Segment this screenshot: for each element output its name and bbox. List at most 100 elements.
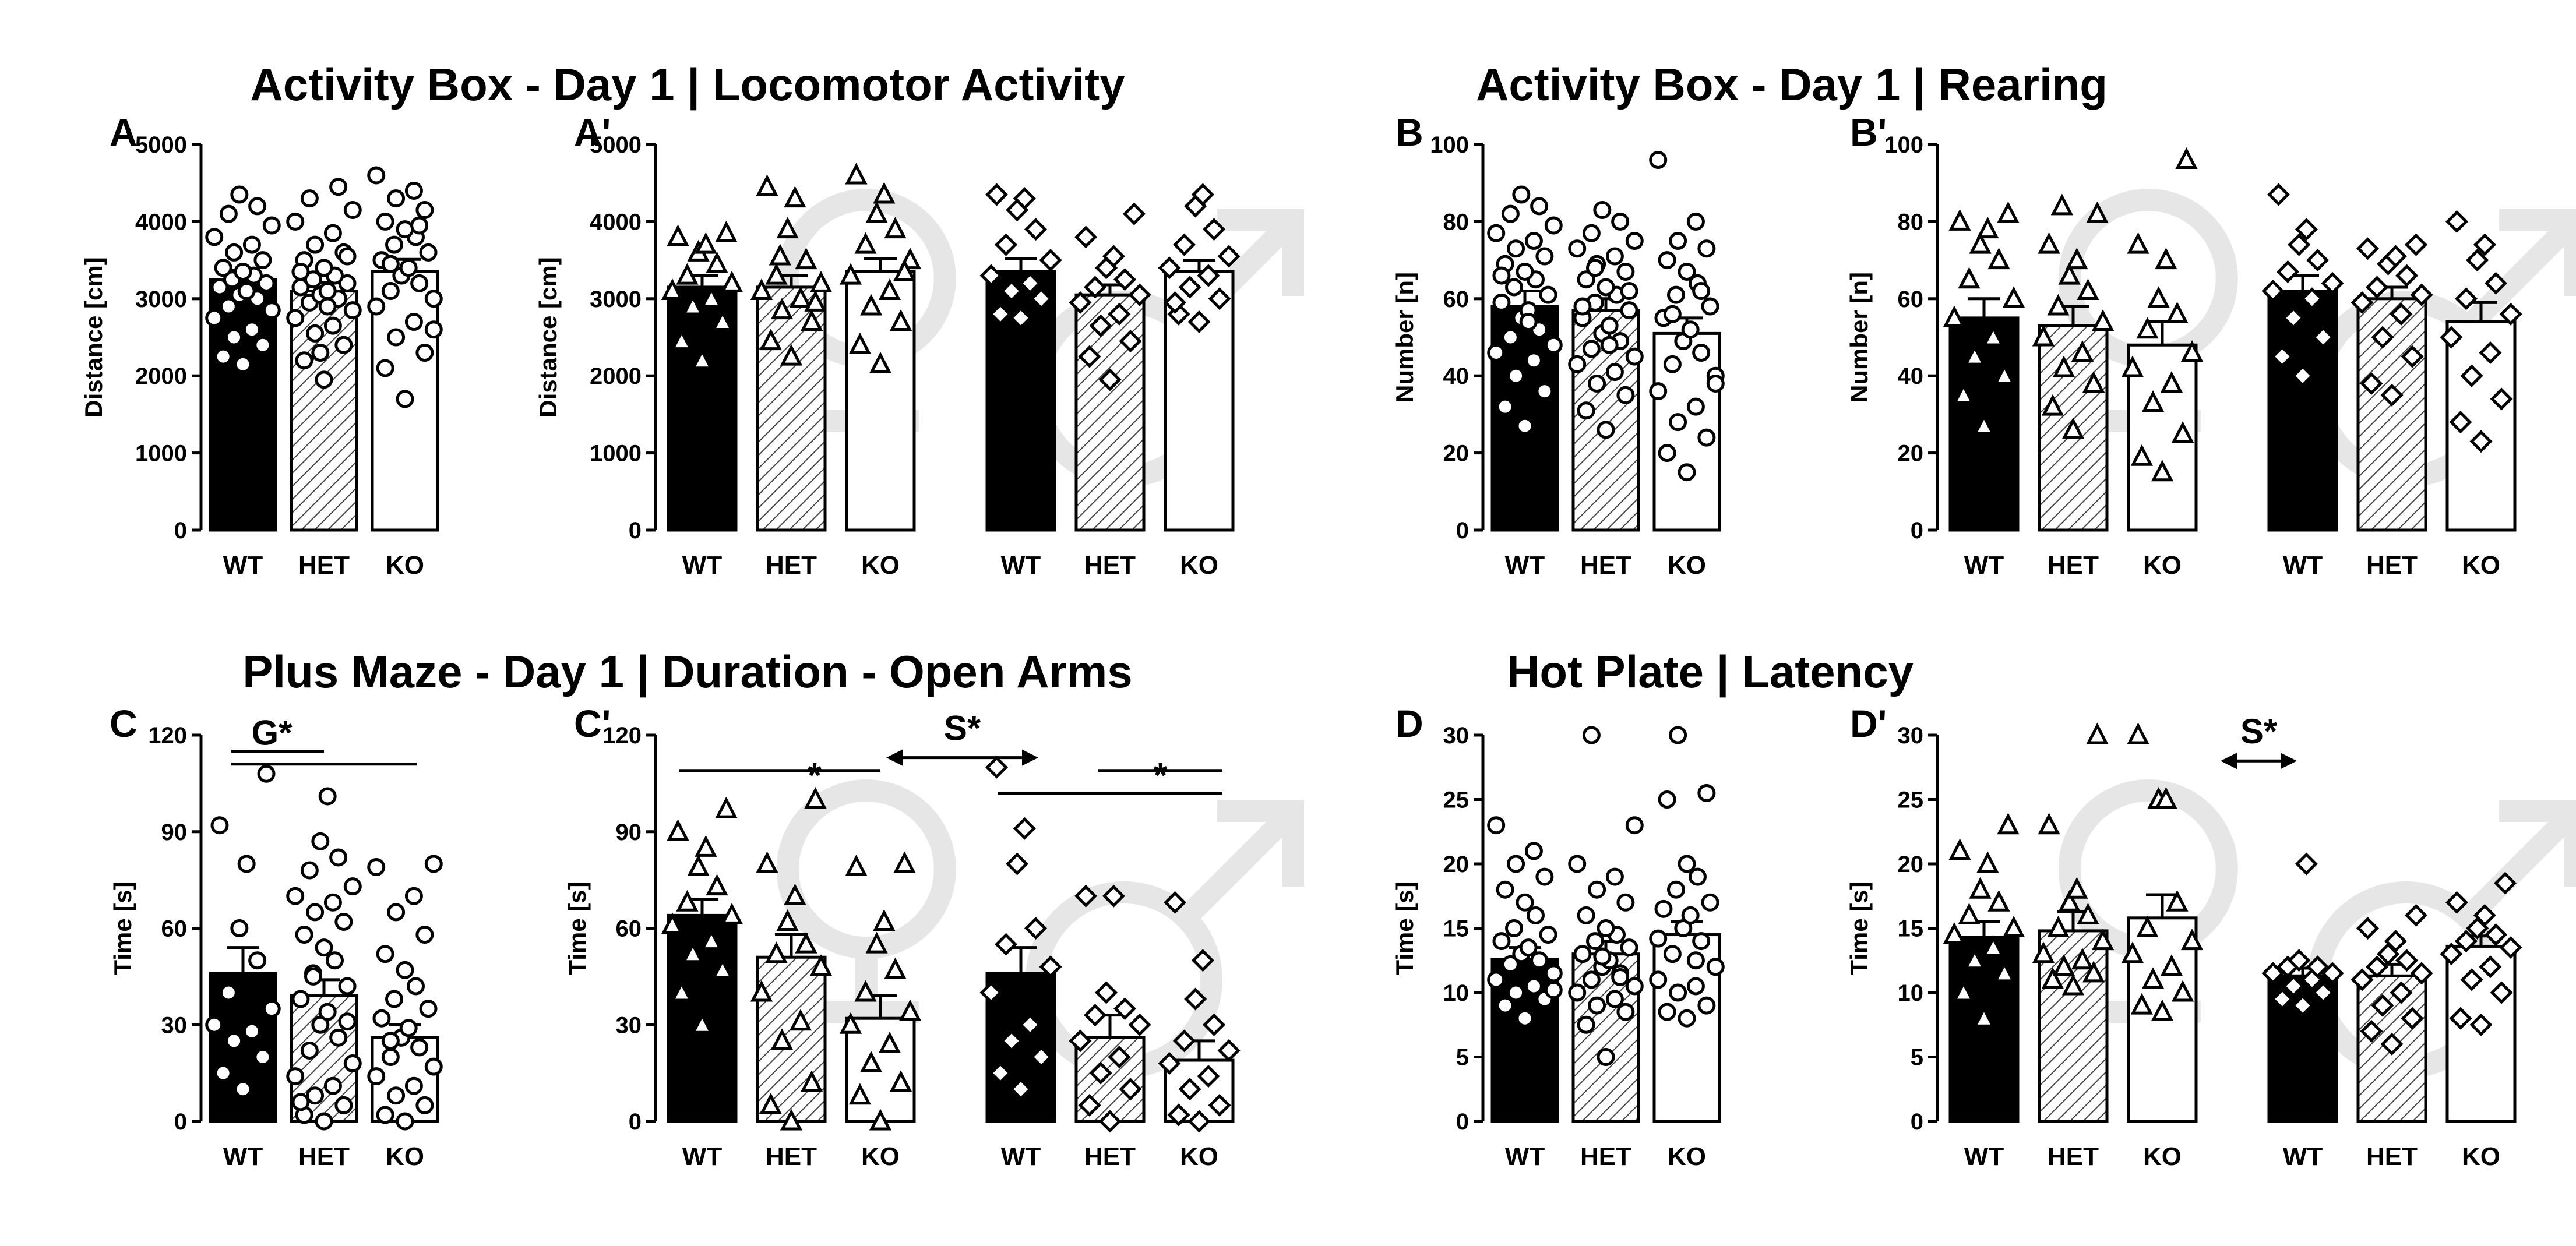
y-tick-label: 20 xyxy=(1898,852,1924,877)
data-point xyxy=(230,919,249,937)
data-point xyxy=(845,855,868,877)
data-point xyxy=(1487,970,1506,989)
data-point xyxy=(1083,276,1107,299)
data-point xyxy=(1535,247,1554,266)
data-point xyxy=(2166,890,2189,912)
y-tick-label: 30 xyxy=(1443,723,1470,749)
significance-label: * xyxy=(808,756,822,795)
data-point xyxy=(869,1109,892,1131)
data-point xyxy=(687,855,710,877)
data-point xyxy=(2384,930,2407,953)
data-point xyxy=(1976,217,1999,239)
data-point xyxy=(2360,1019,2383,1043)
data-point xyxy=(2136,916,2159,937)
data-point xyxy=(690,348,714,370)
data-point xyxy=(381,255,400,273)
data-point xyxy=(1620,301,1638,320)
data-point xyxy=(1573,297,1592,316)
data-point xyxy=(396,390,414,408)
data-point xyxy=(1544,216,1563,235)
data-point xyxy=(2449,411,2472,434)
data-point xyxy=(219,204,238,223)
data-point xyxy=(291,262,310,281)
data-point xyxy=(789,1009,812,1031)
data-point xyxy=(695,835,717,857)
x-category-label: HET xyxy=(766,1142,817,1171)
data-point xyxy=(1952,382,1975,404)
data-point xyxy=(1620,938,1638,957)
data-point xyxy=(1039,249,1062,272)
data-point xyxy=(2311,326,2335,349)
data-point xyxy=(2032,941,2055,963)
data-point xyxy=(343,877,362,896)
significance-annotation: * S* * xyxy=(679,709,1222,795)
y-axis-label: Time [s] xyxy=(1391,881,1418,975)
data-point xyxy=(1692,932,1711,951)
data-point xyxy=(367,858,386,877)
data-point xyxy=(2171,980,2194,1002)
data-point xyxy=(769,243,791,266)
data-point xyxy=(1501,328,1520,347)
data-point xyxy=(1663,305,1682,323)
data-point xyxy=(1667,880,1686,899)
y-axis-label: Time [s] xyxy=(109,881,136,975)
data-point xyxy=(234,1080,252,1099)
data-point xyxy=(2077,278,2099,301)
data-point xyxy=(2077,902,2099,924)
x-category-label: WT xyxy=(223,1142,263,1171)
data-point xyxy=(2166,301,2189,323)
data-point xyxy=(1605,247,1624,266)
data-point xyxy=(2071,948,2094,970)
data-point xyxy=(396,961,414,979)
title-plus-maze: Plus Maze - Day 1 | Duration - Open Arms xyxy=(242,646,1132,697)
y-tick-label: 60 xyxy=(1898,287,1924,312)
data-point xyxy=(1539,926,1557,944)
data-point xyxy=(2282,306,2305,330)
data-point xyxy=(756,851,778,873)
data-point xyxy=(2390,302,2413,326)
data-point xyxy=(300,189,319,208)
data-point xyxy=(2130,444,2154,466)
data-point xyxy=(2038,813,2060,835)
data-point xyxy=(1535,382,1554,401)
data-point xyxy=(2469,1013,2493,1036)
arrow-head-right xyxy=(1022,749,1038,766)
data-point xyxy=(2404,233,2428,256)
data-point xyxy=(2295,852,2318,876)
bar-wt xyxy=(2267,290,2338,532)
data-point xyxy=(784,883,806,905)
data-point xyxy=(1487,224,1506,242)
data-point xyxy=(2155,787,2177,809)
data-point xyxy=(1706,374,1725,393)
data-point xyxy=(1943,305,1966,327)
y-tick-label: 15 xyxy=(1443,916,1470,942)
data-point xyxy=(1507,983,1525,1002)
data-point xyxy=(1095,981,1118,1004)
data-point xyxy=(205,309,224,327)
data-point xyxy=(1969,877,1992,899)
x-category-label: KO xyxy=(386,551,424,580)
data-point xyxy=(1987,248,2010,270)
data-point xyxy=(376,212,394,231)
data-point xyxy=(2141,967,2165,989)
data-point xyxy=(711,957,734,979)
data-point xyxy=(1625,232,1644,250)
data-point xyxy=(1963,948,1986,970)
bar-het xyxy=(756,955,827,1123)
panel-c-prime: C' 0 30 60 90 120 Time [s] WT HET KO WT HET KO xyxy=(563,702,1241,1171)
data-point xyxy=(809,270,833,292)
data-point xyxy=(1593,201,1612,220)
data-point xyxy=(2440,326,2463,349)
data-point xyxy=(214,259,232,277)
data-point xyxy=(2082,961,2105,983)
data-point xyxy=(1172,233,1196,256)
data-point xyxy=(1024,916,1048,940)
data-point xyxy=(2047,294,2070,316)
data-point xyxy=(1663,945,1682,963)
data-point xyxy=(1102,245,1125,268)
data-point xyxy=(1544,981,1563,1000)
data-point xyxy=(2155,248,2177,270)
significance-annotation: S* xyxy=(2221,712,2297,770)
data-point xyxy=(985,756,1009,779)
data-point xyxy=(1658,1003,1676,1021)
